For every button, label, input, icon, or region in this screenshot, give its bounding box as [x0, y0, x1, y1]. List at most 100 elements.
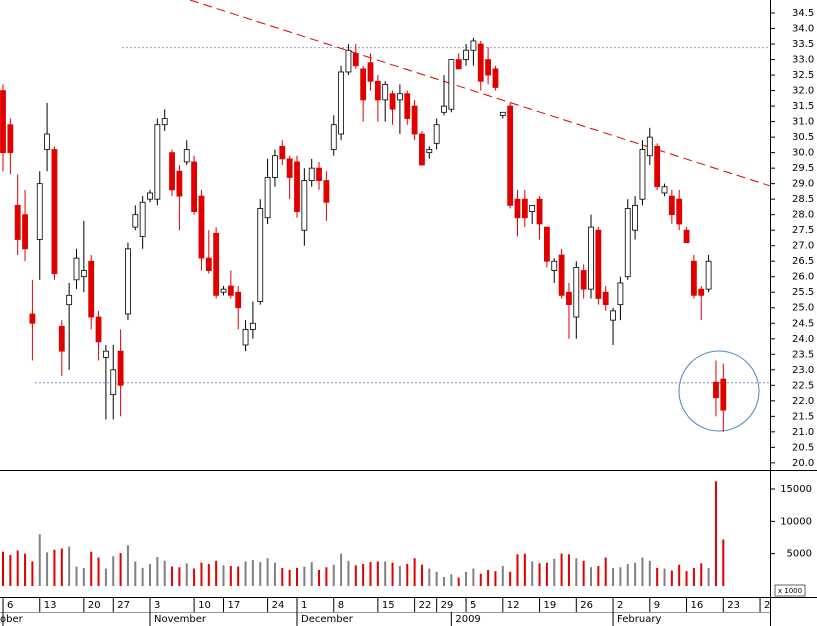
volume-bar — [457, 577, 460, 587]
volume-bar — [435, 571, 438, 587]
volume-bar — [420, 564, 423, 587]
candle-body — [272, 155, 278, 178]
volume-bar — [310, 562, 313, 587]
volume-bar — [626, 564, 629, 587]
volume-bar — [178, 567, 181, 587]
volume-bar — [149, 564, 151, 587]
candle-body — [396, 93, 403, 101]
volume-bar — [97, 557, 100, 587]
volume-bar — [700, 563, 703, 587]
volume-bar — [516, 554, 519, 587]
volume-bar — [193, 568, 196, 587]
unit-box — [774, 584, 806, 597]
candle-body — [411, 105, 418, 135]
candle-body — [691, 260, 697, 296]
x-tick-label: 6 — [7, 600, 13, 611]
y-tick-label: 27.5 — [792, 225, 814, 236]
candle-body — [66, 294, 73, 306]
candle-body — [455, 59, 462, 70]
candle-body — [338, 71, 345, 135]
candle-body — [125, 248, 131, 315]
volume-bar — [634, 562, 637, 587]
volume-bar — [171, 566, 174, 587]
y-tick-label: 29.5 — [792, 163, 814, 174]
y-tick-label: 24.0 — [792, 334, 814, 345]
y-tick-label: 29.0 — [792, 179, 814, 190]
candle-body — [507, 105, 514, 206]
x-tick-label: 20 — [88, 600, 101, 611]
candle-body — [433, 124, 440, 144]
volume-bar — [266, 558, 269, 587]
candle-body — [448, 59, 455, 110]
candle-body — [88, 260, 95, 318]
volume-tick-label: 15000 — [780, 484, 812, 495]
candle-body — [235, 291, 242, 309]
x-tick-label: 9 — [654, 600, 660, 611]
volume-bar — [567, 554, 570, 587]
candle-body — [514, 198, 521, 219]
volume-bar — [531, 561, 534, 587]
candle-body — [419, 133, 425, 166]
volume-bar — [545, 562, 548, 587]
candle-body — [441, 105, 447, 113]
volume-bar — [251, 560, 254, 587]
candle-body — [352, 52, 359, 67]
volume-bar — [200, 562, 203, 587]
volume-bar — [119, 553, 122, 587]
volume-bar — [340, 553, 343, 587]
candle-body — [205, 257, 212, 271]
volume-bar — [443, 576, 445, 587]
volume-bar — [560, 553, 563, 587]
volume-bar — [31, 561, 34, 587]
candle-body — [227, 285, 234, 296]
volume-bar — [134, 561, 137, 587]
candle-body — [477, 43, 484, 82]
y-tick-label: 32.5 — [792, 70, 814, 81]
candle-body — [404, 93, 411, 119]
candle-body — [676, 198, 683, 225]
candle-body — [14, 204, 21, 240]
candle-body — [705, 260, 712, 290]
volume-bar — [237, 566, 240, 587]
candle-body — [198, 195, 205, 259]
trend-line — [189, 0, 771, 187]
candle-body — [191, 161, 198, 212]
candle-body — [279, 146, 286, 160]
volume-bar — [354, 565, 357, 587]
volume-bar — [487, 569, 490, 587]
x-tick-label: 5 — [470, 600, 476, 611]
candle-body — [720, 378, 727, 411]
x-tick-label: 15 — [382, 600, 395, 611]
volume-bar — [597, 565, 600, 587]
volume-bar — [126, 545, 129, 587]
y-tick-label: 27.0 — [792, 241, 814, 252]
highlight-circle — [678, 350, 760, 432]
volume-bar — [325, 567, 328, 587]
candle-body — [95, 316, 102, 343]
candle-body — [51, 149, 58, 275]
volume-bar — [16, 550, 19, 587]
candle-body — [264, 177, 271, 219]
volume-bar — [156, 556, 159, 587]
candle-body — [588, 226, 594, 290]
volume-bar — [391, 562, 394, 587]
volume-bar — [575, 558, 578, 587]
month-label: December — [301, 614, 354, 625]
volume-bar — [259, 562, 262, 587]
y-tick-label: 25.0 — [792, 303, 814, 314]
volume-bar — [163, 560, 166, 587]
candle-body — [110, 369, 117, 396]
y-tick-label: 23.5 — [792, 349, 814, 360]
candle-body — [389, 93, 396, 110]
candle-body — [668, 195, 675, 216]
volume-bar — [398, 565, 401, 587]
x-tick-label: 1 — [301, 600, 307, 611]
volume-bar — [104, 568, 107, 587]
volume-bar — [619, 567, 622, 587]
volume-bar — [244, 561, 247, 587]
volume-bar — [538, 563, 541, 587]
candle-body — [132, 214, 139, 228]
candle-body — [463, 49, 469, 60]
candle-body — [0, 90, 6, 154]
